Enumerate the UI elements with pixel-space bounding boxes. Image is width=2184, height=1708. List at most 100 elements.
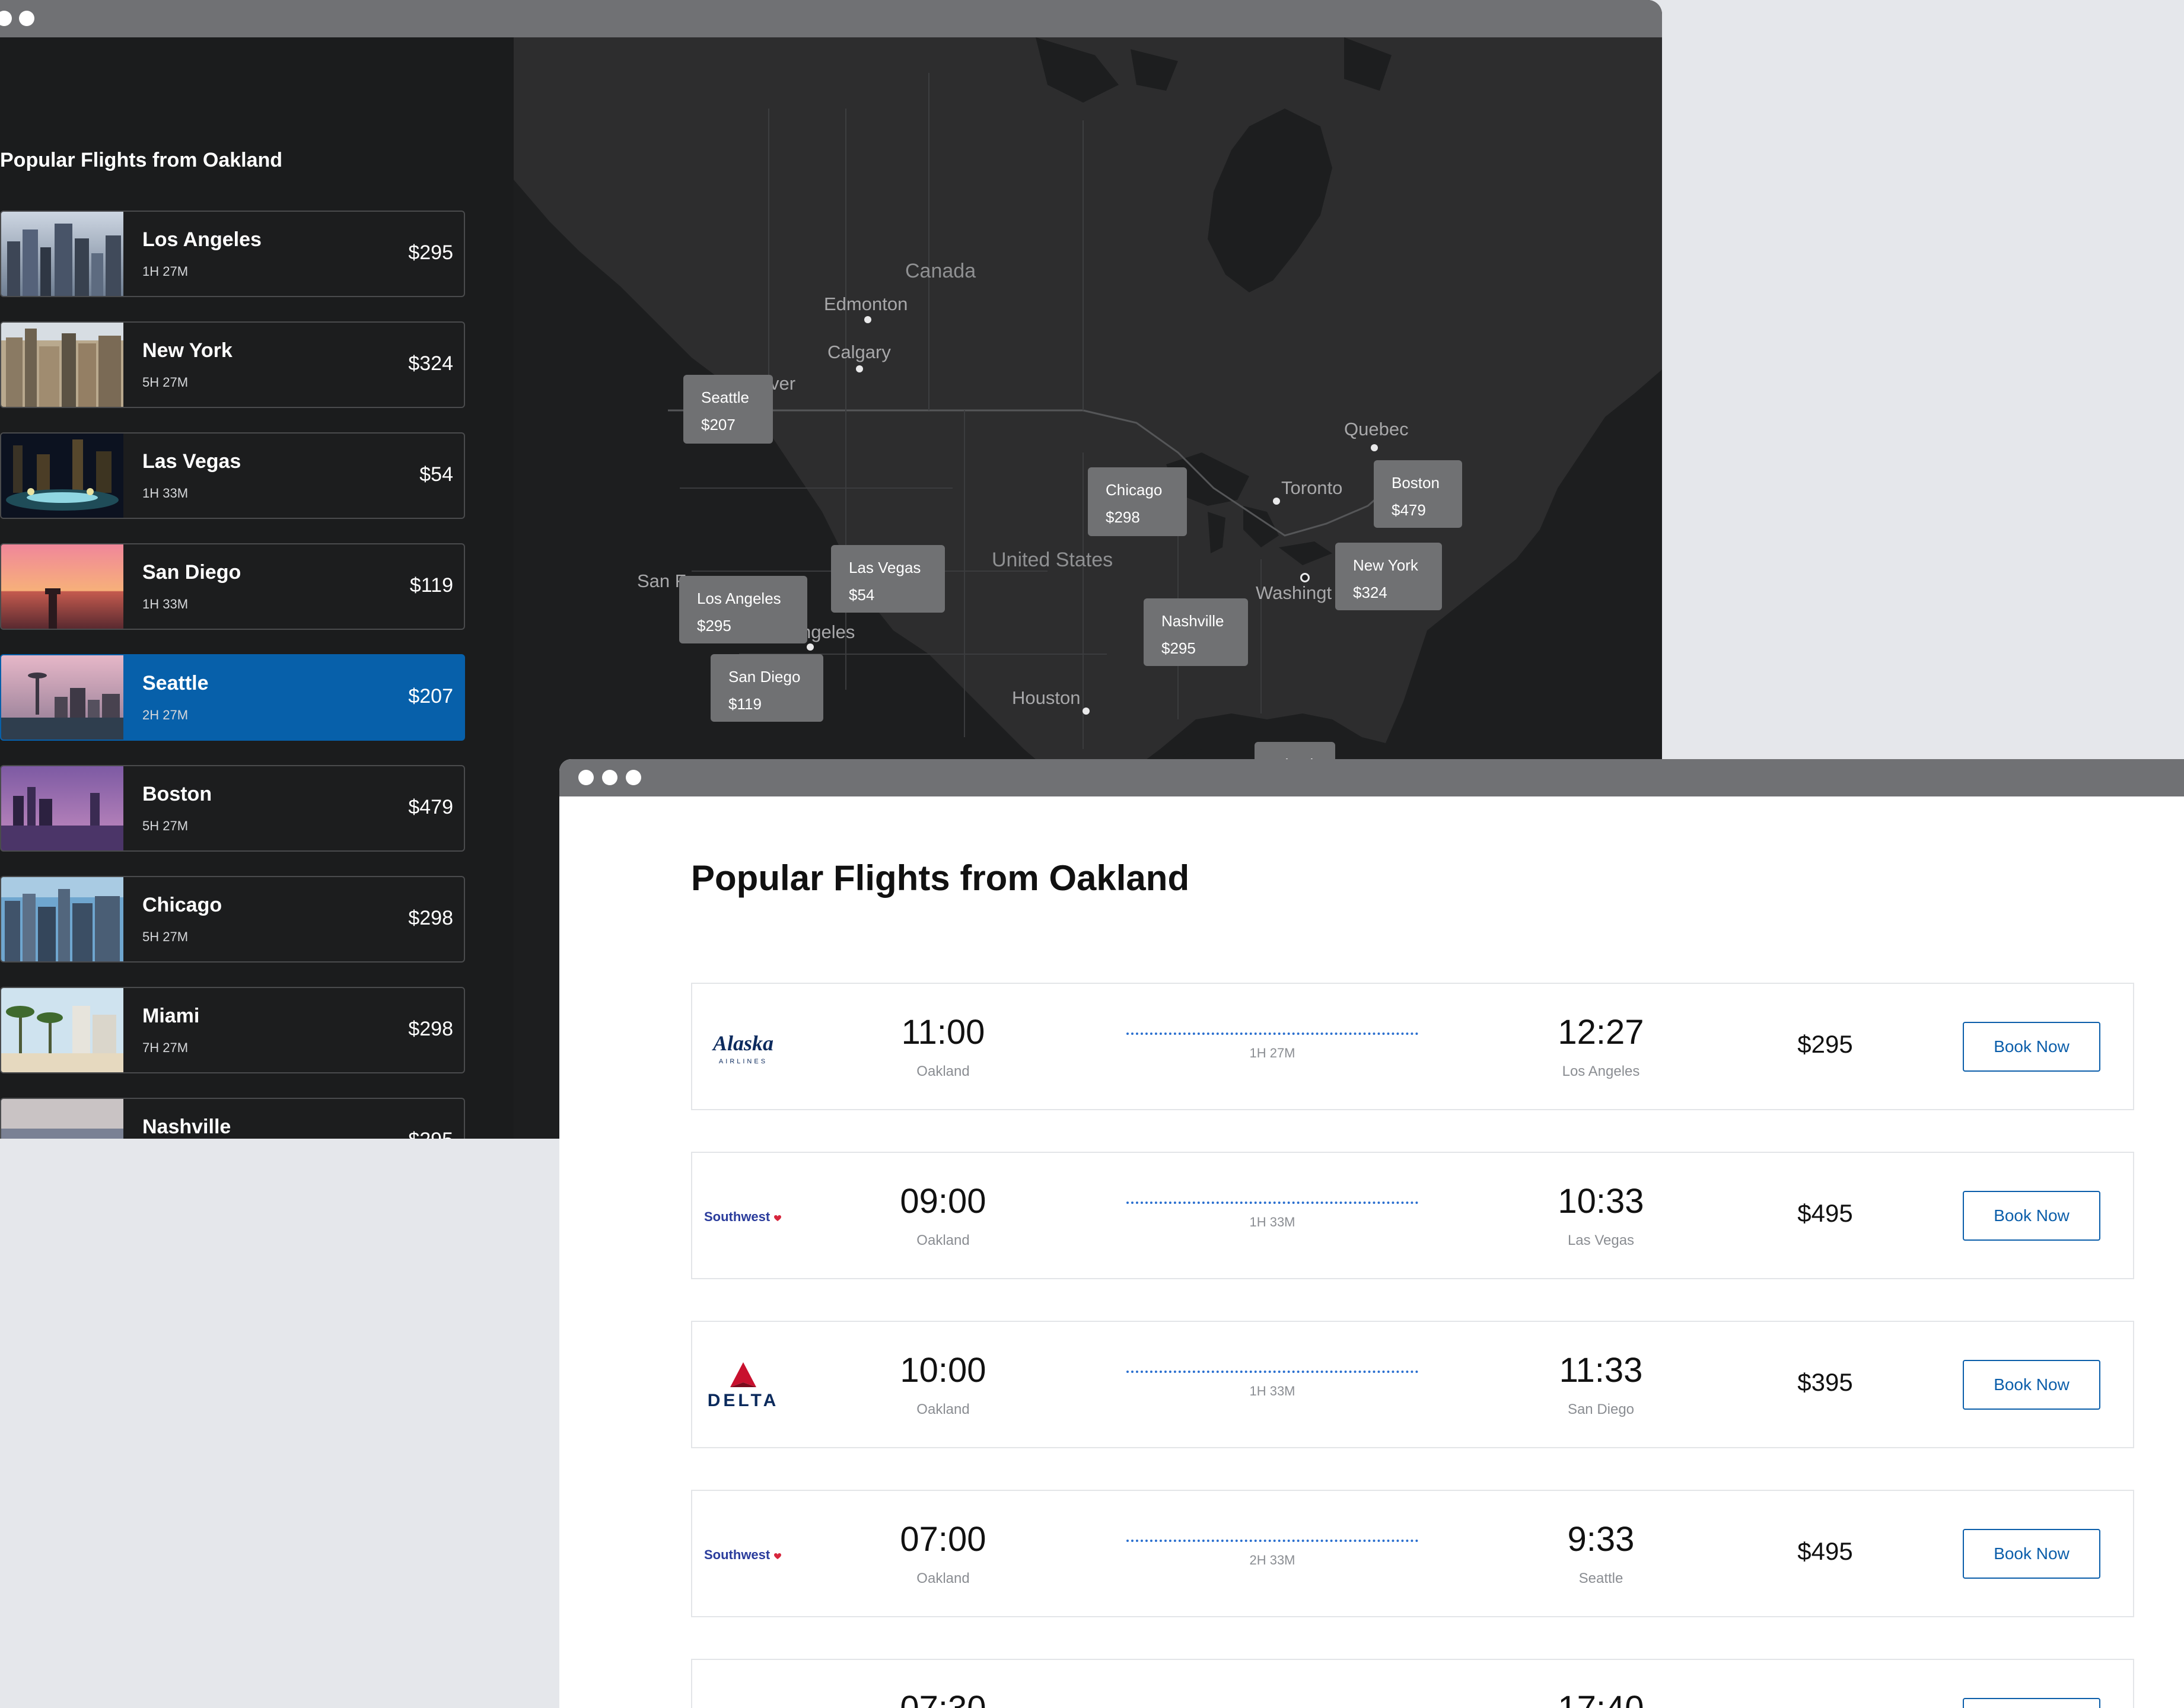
route-line	[1126, 1371, 1418, 1373]
alaska-airlines-logo: Alaska AIRLINES	[712, 1031, 773, 1065]
destination-duration: 5H 27M	[142, 375, 189, 390]
svg-text:AIRLINES: AIRLINES	[719, 1058, 768, 1065]
destination-card-seattle[interactable]: Seattle 2H 27M $207	[0, 654, 465, 741]
arrival-city: San Diego	[1567, 1401, 1635, 1417]
arrival-city: Seattle	[1578, 1570, 1623, 1586]
destination-price: $298	[408, 1018, 453, 1040]
new-york-photo	[1, 323, 123, 407]
flight-duration: 1H 33M	[1249, 1215, 1295, 1229]
destination-city: Nashville	[142, 1116, 231, 1138]
seattle-photo	[1, 655, 123, 740]
svg-text:Alaska: Alaska	[712, 1031, 773, 1055]
arrival-time: 17:40	[1506, 1688, 1696, 1708]
map-dot-houston	[1083, 708, 1090, 715]
flight-row: Alaska AIRLINES 11:00 Oakland 1H 27M 12:…	[691, 983, 2134, 1110]
book-now-button[interactable]: Book Now	[1963, 1360, 2100, 1410]
pin-city: New York	[1353, 556, 1418, 574]
map-pin-nashville[interactable]: Nashville $295	[1144, 598, 1248, 666]
pin-city: Chicago	[1106, 481, 1163, 499]
pin-city: Los Angeles	[697, 589, 781, 607]
pin-price: $479	[1392, 501, 1426, 519]
departure-time: 07:30	[848, 1688, 1038, 1708]
destination-card-chicago[interactable]: Chicago 5H 27M $298	[0, 876, 465, 963]
flights-window: Popular Flights from Oakland Alaska AIRL…	[559, 759, 2184, 1708]
pin-price: $298	[1106, 508, 1140, 526]
destination-duration: 5H 27M	[142, 818, 189, 833]
departure-city: Oakland	[916, 1063, 970, 1079]
map-pin-las-vegas[interactable]: Las Vegas $54	[831, 545, 945, 613]
pin-city: San Diego	[728, 668, 801, 686]
window-close-dot[interactable]	[578, 770, 594, 785]
destination-city: Las Vegas	[142, 450, 241, 473]
flight-row: 07:30 17:40 Book Now	[691, 1659, 2134, 1708]
destination-city: Chicago	[142, 894, 222, 916]
destination-city: New York	[142, 339, 233, 362]
map-label-san-francisco: San F	[637, 571, 686, 591]
map-pin-chicago[interactable]: Chicago $298	[1088, 467, 1187, 536]
window-minimize-dot[interactable]	[602, 770, 617, 785]
map-pin-los-angeles[interactable]: Los Angeles $295	[679, 576, 807, 643]
window-minimize-dot[interactable]	[19, 11, 34, 26]
destination-card-los-angeles[interactable]: Los Angeles 1H 27M $295	[0, 211, 465, 297]
map-dot-edmonton	[864, 316, 871, 323]
departure-city: Oakland	[916, 1570, 970, 1586]
destination-card-new-york[interactable]: New York 5H 27M $324	[0, 321, 465, 408]
map-pin-boston[interactable]: Boston $479	[1374, 460, 1462, 528]
destination-card-miami[interactable]: Miami 7H 27M $298	[0, 987, 465, 1073]
route-line	[1126, 1202, 1418, 1204]
flight-row: DELTA 10:00 Oakland 1H 33M 11:33 San Die…	[691, 1321, 2134, 1448]
flights-page-title: Popular Flights from Oakland	[691, 858, 1190, 898]
destination-card-san-diego[interactable]: San Diego 1H 33M $119	[0, 543, 465, 630]
destination-card-las-vegas[interactable]: Las Vegas 1H 33M $54	[0, 432, 465, 519]
pin-city: Boston	[1392, 474, 1440, 492]
book-now-button[interactable]: Book Now	[1963, 1529, 2100, 1579]
arrival-city: Los Angeles	[1562, 1063, 1640, 1079]
destination-duration: 1H 27M	[142, 264, 189, 279]
destination-price: $295	[408, 1129, 453, 1139]
arrival-time: 11:33	[1559, 1351, 1643, 1390]
departure-time: 09:00	[900, 1182, 986, 1221]
map-label-calgary: Calgary	[827, 342, 891, 362]
destination-price: $207	[408, 685, 453, 708]
map-pin-san-diego[interactable]: San Diego $119	[711, 654, 823, 722]
map-label-houston: Houston	[1012, 687, 1081, 708]
flight-price: $295	[1797, 1030, 1853, 1058]
destination-price: $295	[408, 241, 453, 264]
flight-price: $495	[1797, 1199, 1853, 1227]
flight-duration: 1H 33M	[1249, 1384, 1295, 1398]
destinations-sidebar: Popular Flights from Oakland Los Angeles…	[0, 37, 514, 1139]
nashville-photo	[1, 1099, 123, 1139]
map-pin-seattle[interactable]: Seattle $207	[683, 375, 773, 444]
map-label-los-angeles: ngeles	[801, 622, 855, 642]
route-line	[1126, 1033, 1418, 1035]
window-close-dot[interactable]	[0, 11, 12, 26]
arrival-time: 12:27	[1558, 1013, 1644, 1051]
arrival-city: Las Vegas	[1567, 1232, 1635, 1248]
destination-duration: 1H 33M	[142, 486, 189, 501]
flights-window-titlebar	[559, 759, 2184, 796]
book-now-button[interactable]: Book Now	[1963, 1698, 2100, 1708]
destination-city: Seattle	[142, 672, 209, 694]
map-label-united-states: United States	[992, 549, 1113, 571]
route-line	[1126, 1540, 1418, 1542]
book-now-button[interactable]: Book Now	[1963, 1191, 2100, 1241]
destination-price: $298	[408, 907, 453, 929]
destination-price: $324	[408, 352, 453, 375]
san-diego-photo	[1, 544, 123, 629]
destination-city: Miami	[142, 1005, 200, 1027]
destination-card-boston[interactable]: Boston 5H 27M $479	[0, 765, 465, 852]
book-now-button[interactable]: Book Now	[1963, 1022, 2100, 1072]
destination-duration: 2H 27M	[142, 708, 189, 722]
destination-city: San Diego	[142, 561, 241, 584]
destination-duration: 5H 27M	[142, 929, 189, 944]
window-maximize-dot[interactable]	[626, 770, 641, 785]
southwest-logo: Southwest	[704, 1547, 781, 1562]
flight-duration: 1H 27M	[1249, 1046, 1295, 1060]
pin-city: Nashville	[1161, 612, 1224, 630]
map-label-edmonton: Edmonton	[824, 294, 908, 314]
pin-price: $119	[728, 695, 762, 713]
destination-card-nashville[interactable]: Nashville $295	[0, 1098, 465, 1139]
svg-text:DELTA: DELTA	[708, 1391, 779, 1410]
map-pin-new-york[interactable]: New York $324	[1335, 543, 1442, 610]
destination-price: $479	[408, 796, 453, 818]
